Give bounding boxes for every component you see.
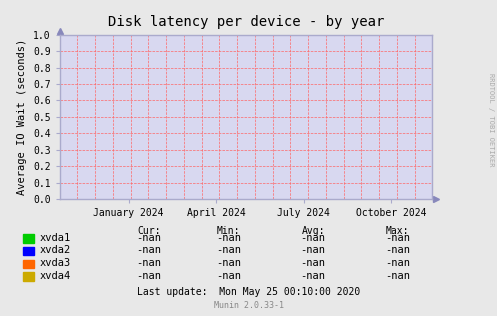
Text: RRDTOOL / TOBI OETIKER: RRDTOOL / TOBI OETIKER (488, 73, 494, 167)
Text: Avg:: Avg: (301, 226, 325, 236)
Text: Munin 2.0.33-1: Munin 2.0.33-1 (214, 301, 283, 310)
Text: -nan: -nan (301, 245, 326, 255)
Text: -nan: -nan (301, 258, 326, 268)
Text: -nan: -nan (385, 258, 410, 268)
Text: Last update:  Mon May 25 00:10:00 2020: Last update: Mon May 25 00:10:00 2020 (137, 287, 360, 297)
Text: xvda1: xvda1 (40, 233, 71, 243)
Text: -nan: -nan (216, 258, 241, 268)
Title: Disk latency per device - by year: Disk latency per device - by year (108, 15, 384, 29)
Y-axis label: Average IO Wait (seconds): Average IO Wait (seconds) (17, 39, 27, 195)
Text: -nan: -nan (137, 258, 162, 268)
Text: -nan: -nan (301, 270, 326, 281)
Text: -nan: -nan (385, 245, 410, 255)
Text: xvda2: xvda2 (40, 245, 71, 255)
Text: Cur:: Cur: (137, 226, 161, 236)
Text: -nan: -nan (216, 270, 241, 281)
Text: -nan: -nan (137, 270, 162, 281)
Text: Max:: Max: (386, 226, 410, 236)
Text: Min:: Min: (217, 226, 241, 236)
Text: -nan: -nan (137, 233, 162, 243)
Text: -nan: -nan (385, 233, 410, 243)
Text: -nan: -nan (216, 245, 241, 255)
Text: -nan: -nan (137, 245, 162, 255)
Text: -nan: -nan (301, 233, 326, 243)
Text: xvda3: xvda3 (40, 258, 71, 268)
Text: -nan: -nan (385, 270, 410, 281)
Text: -nan: -nan (216, 233, 241, 243)
Text: xvda4: xvda4 (40, 270, 71, 281)
